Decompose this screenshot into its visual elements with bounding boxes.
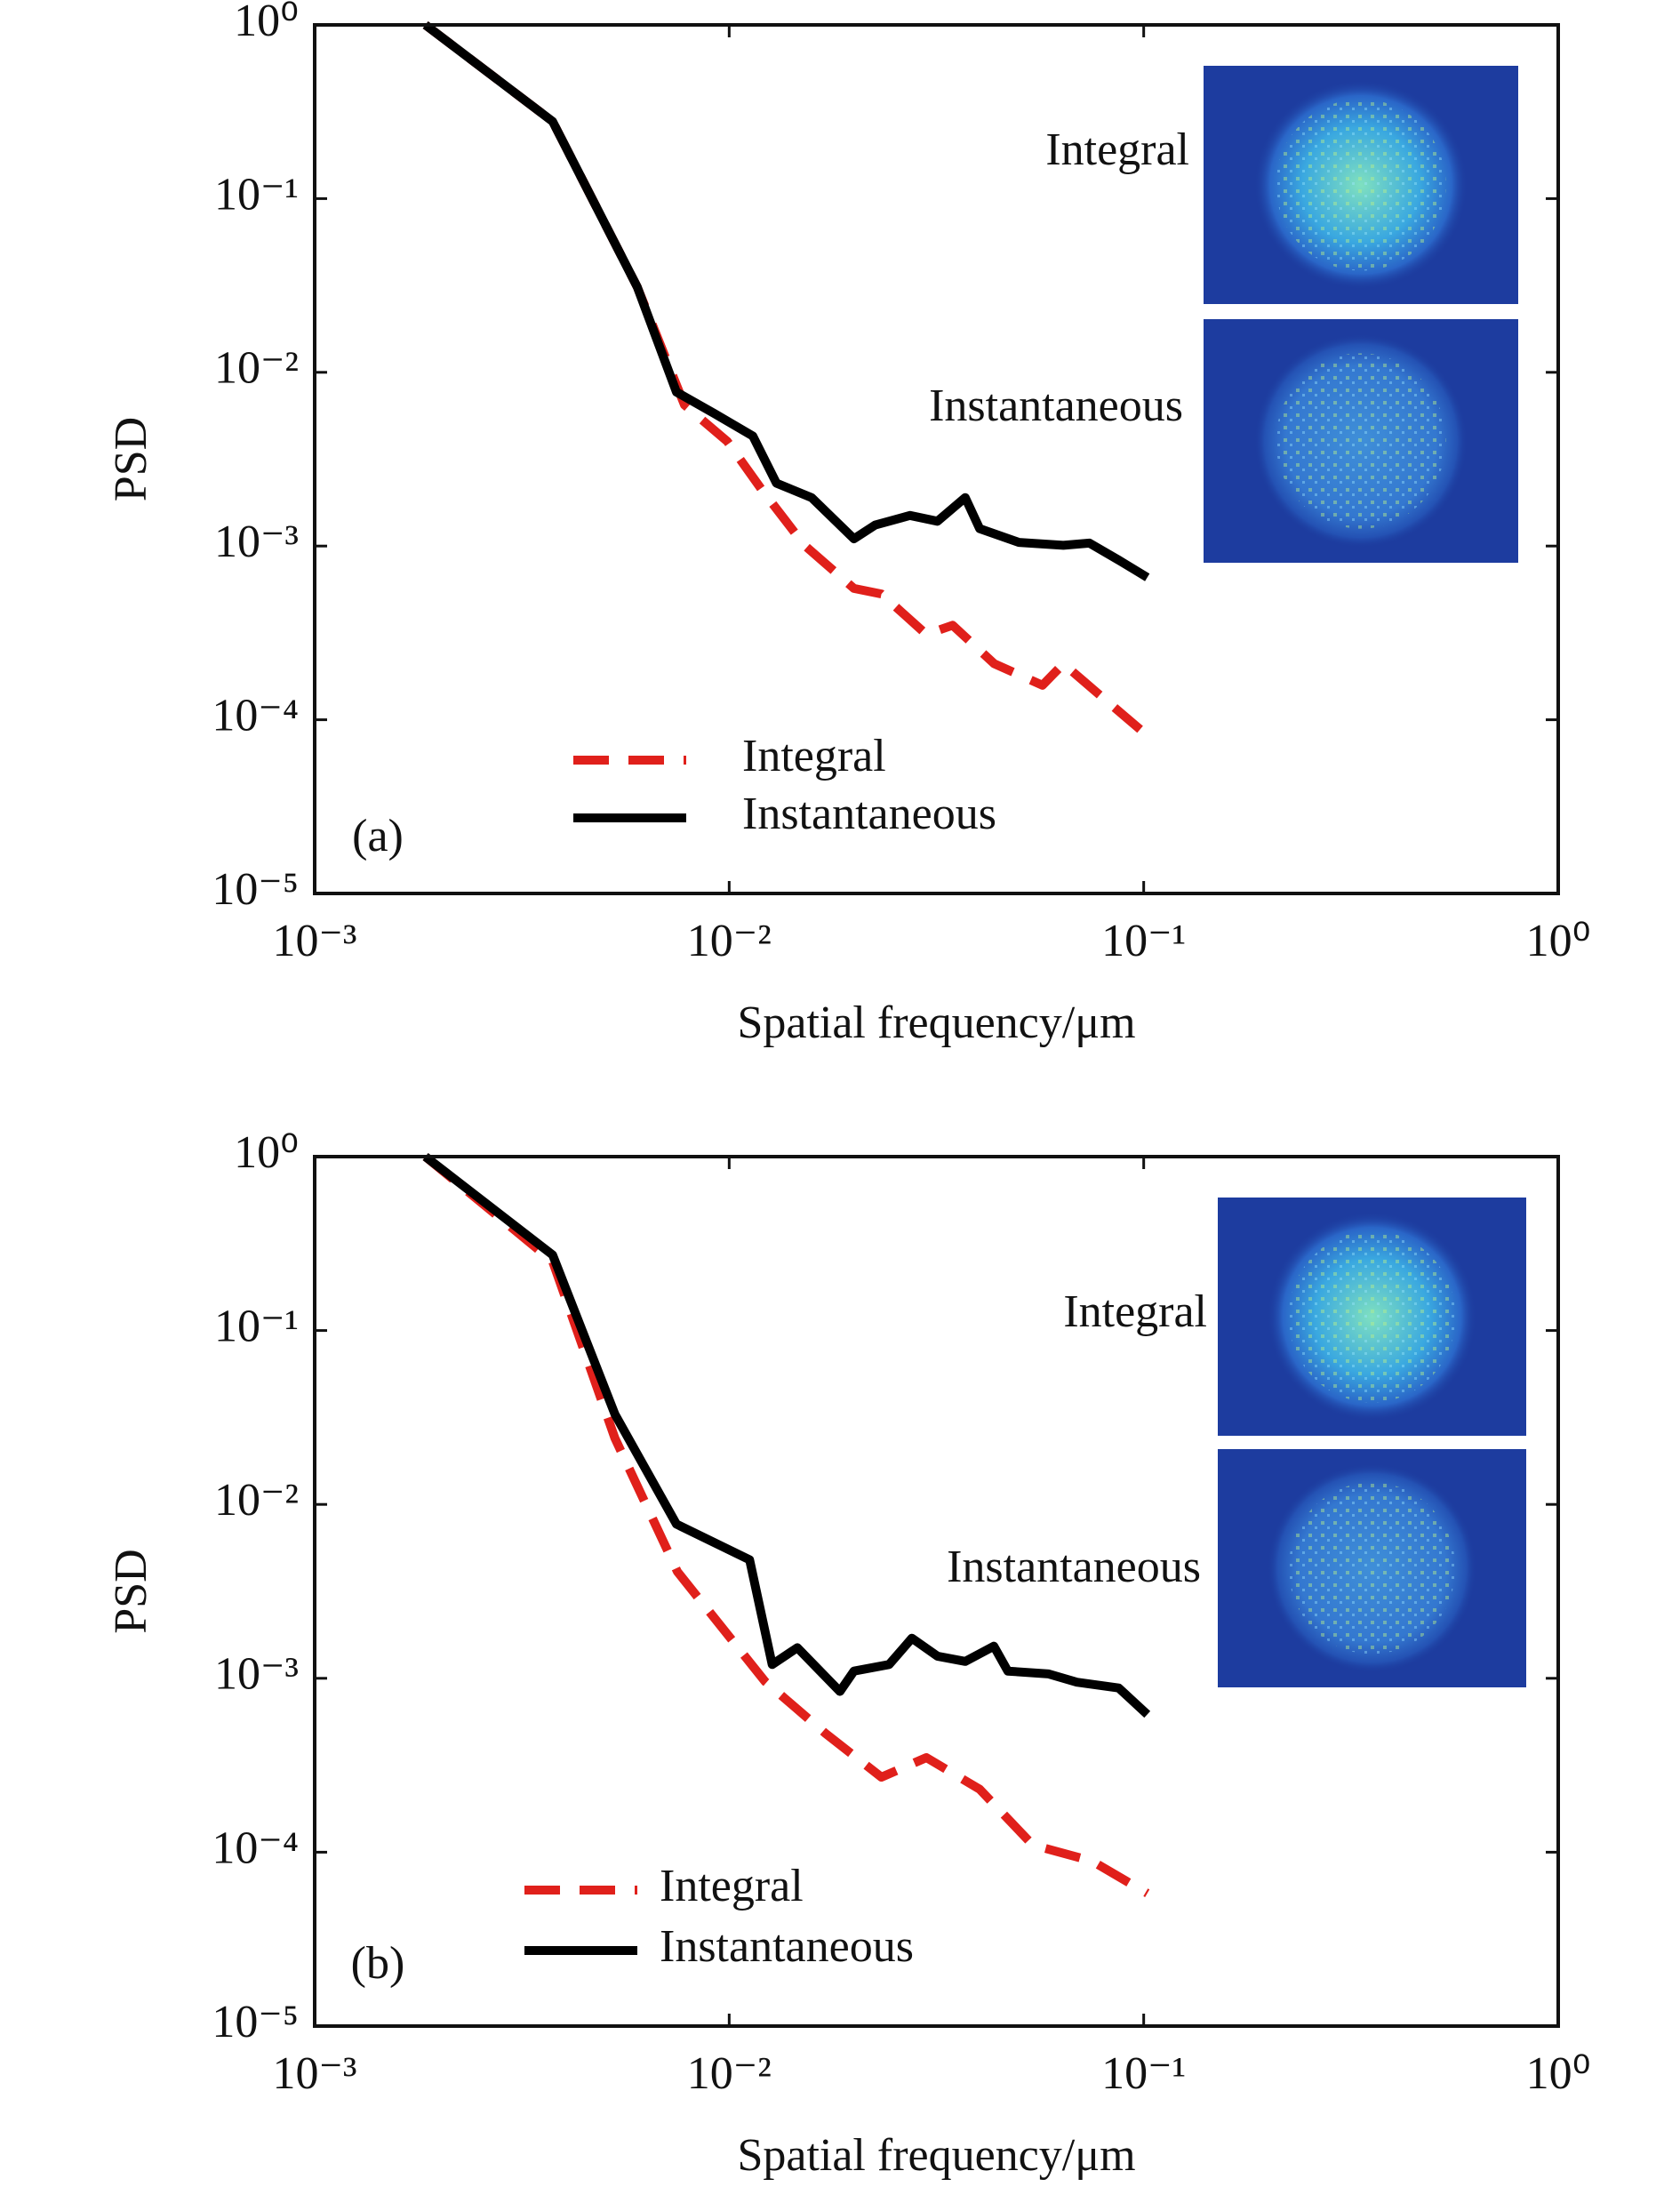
data-line — [422, 1153, 1151, 1718]
legend-label: Integral — [660, 1861, 804, 1911]
x-tick-label: 10⁻¹ — [1101, 2048, 1186, 2099]
legend-label: Instantaneous — [660, 1921, 914, 1972]
panel-label: (a) — [352, 811, 404, 861]
y-tick-label: 10⁻⁴ — [212, 1822, 299, 1873]
chart-panel: Integral Instantaneous 10⁻³ 10⁻² 10⁻¹ 10⁰ 10⁰ 1… — [106, 0, 1590, 1048]
y-tick-label: 10⁻⁵ — [212, 1997, 299, 2047]
y-axis-label: PSD — [106, 1549, 156, 1633]
legend-label: Instantaneous — [742, 789, 996, 839]
x-tick-label: 10⁰ — [1526, 916, 1591, 966]
y-tick-label: 10⁻³ — [214, 517, 299, 567]
y-tick-label: 10⁻⁴ — [212, 691, 299, 741]
inset-speckle — [1276, 353, 1446, 529]
x-axis-label: Spatial frequency/μm — [737, 2130, 1135, 2181]
x-tick-label: 10⁰ — [1526, 2048, 1591, 2099]
inset-label: Instantaneous — [947, 1542, 1201, 1592]
x-tick-label: 10⁻³ — [272, 916, 356, 966]
y-tick-label: 10⁻¹ — [214, 1302, 299, 1352]
y-tick-label: 10⁰ — [234, 1127, 299, 1178]
data-line — [422, 21, 1150, 581]
inset-label: Instantaneous — [929, 381, 1183, 431]
plot-frame — [313, 23, 1560, 895]
y-tick-label: 10⁻² — [214, 1475, 299, 1526]
inset-label: Integral — [1045, 124, 1189, 175]
panel-label: (b) — [351, 1938, 405, 1989]
plot-frame — [313, 1155, 1560, 2028]
x-tick-label: 10⁻² — [687, 2048, 772, 2099]
inset-speckle — [1288, 1230, 1456, 1403]
x-tick-label: 10⁻² — [687, 916, 772, 966]
x-tick-label: 10⁻³ — [272, 2048, 356, 2099]
inset-speckle — [1288, 1482, 1456, 1654]
data-line — [422, 1153, 1150, 1898]
inset-label: Integral — [1063, 1286, 1207, 1337]
chart-panel: Integral Instantaneous 10⁻³ 10⁻² 10⁻¹ 10⁰ 10⁰ 1… — [106, 1127, 1590, 2181]
y-tick-label: 10⁻⁵ — [212, 864, 299, 915]
legend-label: Integral — [742, 731, 886, 781]
inset-speckle — [1276, 99, 1446, 271]
y-tick-label: 10⁻¹ — [214, 169, 299, 220]
y-tick-label: 10⁻³ — [214, 1649, 299, 1700]
y-tick-label: 10⁰ — [234, 0, 299, 46]
y-tick-label: 10⁻² — [214, 343, 299, 394]
data-line — [422, 21, 1143, 733]
y-axis-label: PSD — [106, 417, 156, 501]
x-tick-label: 10⁻¹ — [1101, 916, 1186, 966]
x-axis-label: Spatial frequency/μm — [737, 997, 1135, 1048]
